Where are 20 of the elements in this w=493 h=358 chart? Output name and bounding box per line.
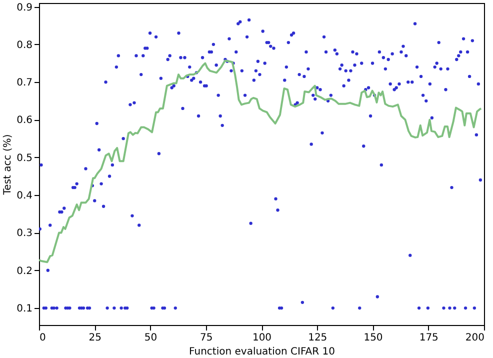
y-tick-label: 0.9 <box>16 2 32 14</box>
x-tick-label: 150 <box>364 332 383 344</box>
x-axis-title: Function evaluation CIFAR 10 <box>189 346 335 358</box>
y-tick-label: 0.2 <box>16 266 32 277</box>
y-tick-label: 0.6 <box>16 115 32 126</box>
y-tick-label: 0.3 <box>16 228 32 240</box>
y-tick-label: 0.5 <box>16 152 32 164</box>
y-tick-label: 0.1 <box>16 304 32 315</box>
x-tick-label: 0 <box>40 332 46 344</box>
x-tick-label: 200 <box>465 332 484 344</box>
x-tick-label: 25 <box>88 332 102 344</box>
y-axis-title: Test acc (%) <box>2 134 14 196</box>
x-tick-label: 100 <box>252 332 272 344</box>
x-tick-label: 175 <box>419 332 438 344</box>
x-tick-label: 75 <box>200 332 213 344</box>
x-tick-label: 50 <box>144 332 158 344</box>
x-tick-label: 125 <box>308 332 328 344</box>
y-tick-label: 0.7 <box>16 78 32 89</box>
y-tick-label: 0.4 <box>16 190 32 202</box>
y-tick-label: 0.8 <box>16 40 32 51</box>
